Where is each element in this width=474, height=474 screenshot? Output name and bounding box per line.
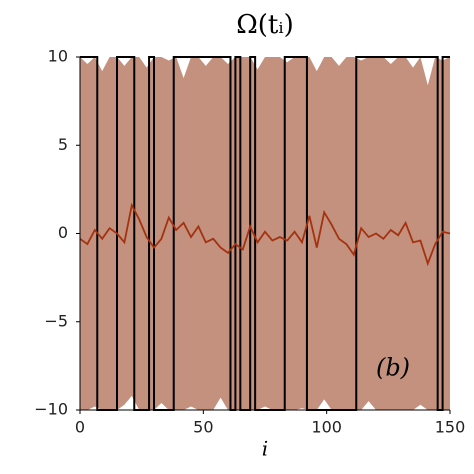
y-tick-label: 5	[58, 135, 68, 154]
x-tick-label: 0	[75, 418, 85, 437]
confidence-band	[80, 57, 450, 410]
x-axis-label: i	[262, 437, 268, 461]
y-tick-label: −10	[34, 400, 68, 419]
y-tick-label: −5	[44, 311, 68, 330]
y-tick-label: 0	[58, 223, 68, 242]
y-tick-label: 10	[48, 47, 68, 66]
annotation: (b)	[376, 354, 410, 382]
x-tick-label: 100	[311, 418, 342, 437]
x-tick-label: 150	[435, 418, 466, 437]
x-tick-label: 50	[193, 418, 213, 437]
chart-title: Ω(tᵢ)	[236, 10, 294, 40]
mean-line	[79, 202, 451, 267]
step-line	[80, 56, 450, 411]
